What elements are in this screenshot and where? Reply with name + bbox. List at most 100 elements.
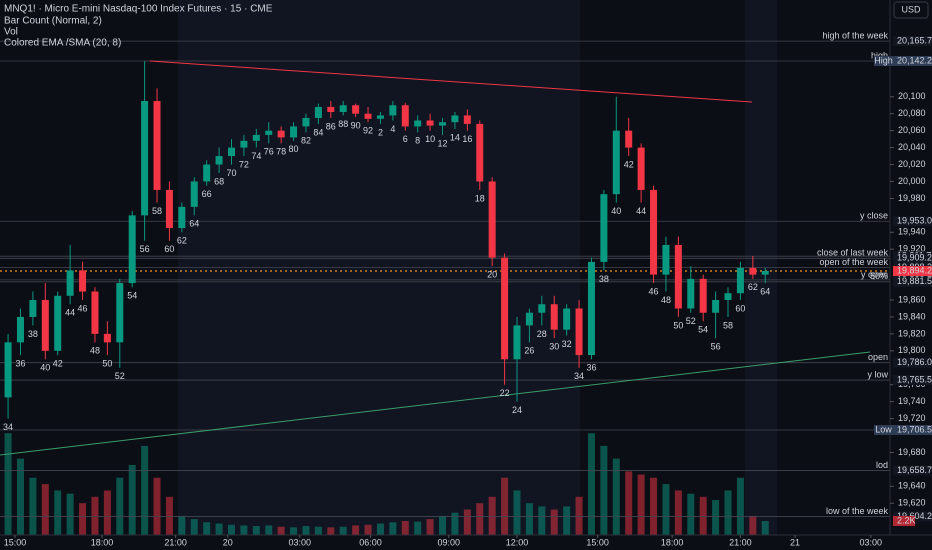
y-tick-label: 19,680 bbox=[898, 447, 926, 457]
volume-bar bbox=[302, 526, 310, 535]
y-tick-label: 19,800 bbox=[898, 345, 926, 355]
volume-bar bbox=[240, 525, 248, 535]
bar-count: 64 bbox=[189, 219, 199, 229]
candle-body bbox=[401, 105, 409, 127]
level-badge-bg bbox=[893, 276, 932, 287]
volume-bar bbox=[650, 477, 658, 535]
level-value: 20,165.75 bbox=[897, 35, 932, 45]
bar-count: 72 bbox=[239, 159, 249, 169]
volume-bar bbox=[91, 496, 99, 535]
y-tick-label: 20,000 bbox=[898, 176, 926, 186]
candle-body bbox=[662, 244, 670, 275]
bar-count: 82 bbox=[301, 136, 311, 146]
bar-count: 60 bbox=[735, 303, 745, 313]
candle-body bbox=[352, 105, 360, 114]
bar-count: 50 bbox=[673, 320, 683, 330]
level-label: high of the week bbox=[822, 30, 888, 40]
level-value: 19,953.00 bbox=[897, 216, 932, 226]
candle-body bbox=[625, 130, 633, 148]
candle-body bbox=[190, 181, 198, 207]
bar-count: 16 bbox=[462, 134, 472, 144]
currency-button[interactable] bbox=[893, 1, 929, 19]
x-tick-label: 18:00 bbox=[661, 537, 684, 547]
chart-title: MNQ1! · Micro E-mini Nasdaq-100 Index Fu… bbox=[4, 4, 273, 15]
candle-body bbox=[501, 257, 509, 360]
bar-count: 66 bbox=[202, 189, 212, 199]
bar-count: 42 bbox=[624, 159, 634, 169]
y-tick-label: 19,620 bbox=[898, 498, 926, 508]
volume-bar bbox=[103, 490, 111, 535]
volume-bar bbox=[265, 525, 273, 535]
bar-count: 84 bbox=[313, 127, 323, 137]
bar-count: 86 bbox=[326, 121, 336, 131]
candle-body bbox=[414, 120, 422, 127]
volume-bar bbox=[563, 506, 571, 535]
bar-count: 32 bbox=[562, 339, 572, 349]
candle-body bbox=[538, 304, 546, 313]
bar-count: 14 bbox=[450, 132, 460, 142]
volume-bar bbox=[513, 490, 521, 535]
bar-count: 74 bbox=[251, 151, 261, 161]
volume-bar bbox=[674, 490, 682, 535]
indicator: Vol bbox=[4, 27, 18, 38]
candle-body bbox=[339, 105, 347, 113]
volume-bar bbox=[662, 484, 670, 535]
volume-bar bbox=[165, 496, 173, 535]
y-tick-label: 19,940 bbox=[898, 227, 926, 237]
volume-bar bbox=[625, 471, 633, 535]
candle-body bbox=[389, 105, 397, 116]
x-tick-label: 21 bbox=[790, 537, 800, 547]
volume-bar bbox=[587, 433, 595, 535]
bar-count: 10 bbox=[425, 134, 435, 144]
bar-count: 50 bbox=[102, 358, 112, 368]
volume-bar bbox=[699, 496, 707, 535]
candle-body bbox=[587, 261, 595, 356]
level-value: 19,706.50 bbox=[897, 424, 932, 434]
bar-count: 58 bbox=[723, 320, 733, 330]
volume-bar bbox=[190, 519, 198, 535]
volume-bar bbox=[538, 506, 546, 535]
y-tick-label: 19,820 bbox=[898, 328, 926, 338]
volume-bar bbox=[761, 521, 769, 535]
candle-body bbox=[290, 126, 298, 138]
level-badge-bg bbox=[893, 357, 932, 368]
bar-count: 4 bbox=[390, 124, 395, 134]
candle-body bbox=[687, 278, 695, 309]
candle-body bbox=[699, 278, 707, 313]
y-tick-label: 19,860 bbox=[898, 294, 926, 304]
bar-count: 64 bbox=[760, 286, 770, 296]
volume-bar bbox=[439, 515, 447, 535]
candle-body bbox=[215, 156, 223, 165]
candle-body bbox=[650, 189, 658, 275]
level-value: 20,142.25 bbox=[897, 55, 932, 65]
y-tick-label: 19,980 bbox=[898, 193, 926, 203]
volume-bar bbox=[29, 477, 37, 535]
bar-count: 36 bbox=[15, 358, 25, 368]
level-value: 19,658.75 bbox=[897, 465, 932, 475]
candle-body bbox=[563, 308, 571, 330]
currency[interactable]: USD bbox=[901, 4, 921, 14]
bar-count: 56 bbox=[711, 341, 721, 351]
y-tick-label: 20,020 bbox=[898, 159, 926, 169]
volume-bar bbox=[736, 477, 744, 535]
candle-body bbox=[513, 325, 521, 360]
volume-bar bbox=[290, 527, 298, 535]
level-label: 50% bbox=[870, 271, 888, 281]
candle-body bbox=[476, 123, 484, 182]
candle-body bbox=[227, 147, 235, 157]
y-tick-label: 19,840 bbox=[898, 311, 926, 321]
candle-body bbox=[364, 113, 372, 119]
y-tick-label: 20,100 bbox=[898, 91, 926, 101]
bar-count: 20 bbox=[487, 270, 497, 280]
volume-badge: 2.2K bbox=[897, 515, 916, 525]
level-badge-bg bbox=[893, 424, 932, 435]
candle-body bbox=[153, 101, 161, 190]
bar-count: 62 bbox=[177, 236, 187, 246]
bar-count: 92 bbox=[363, 126, 373, 136]
candle-body bbox=[749, 267, 757, 275]
candle-body bbox=[41, 300, 49, 351]
candle-body bbox=[128, 215, 136, 284]
candle-body bbox=[761, 271, 769, 275]
bar-count: 88 bbox=[338, 119, 348, 129]
bar-count: 54 bbox=[127, 291, 137, 301]
